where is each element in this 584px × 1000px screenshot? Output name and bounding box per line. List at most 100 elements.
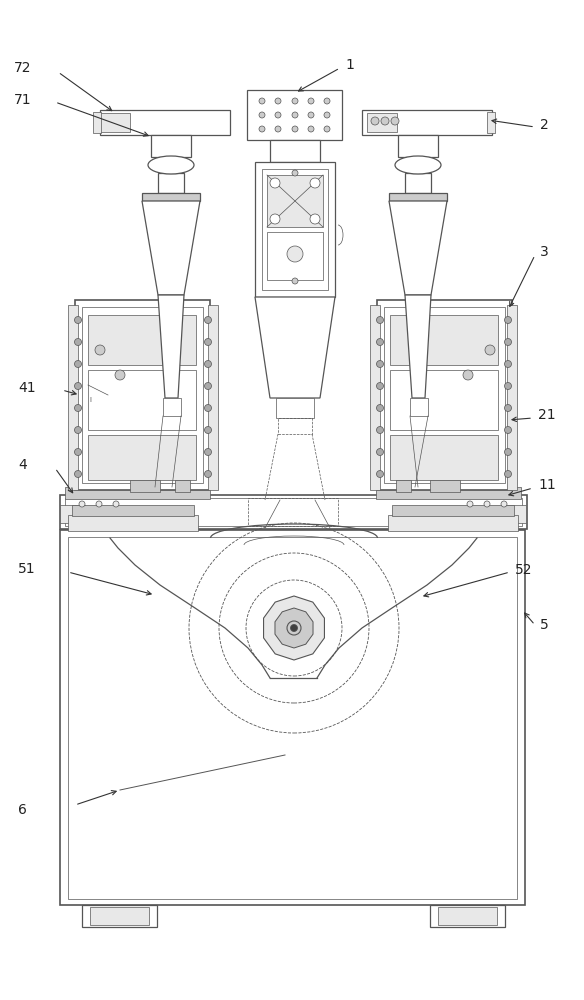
- Circle shape: [310, 214, 320, 224]
- Ellipse shape: [148, 156, 194, 174]
- Bar: [72, 505, 194, 516]
- Bar: [367, 113, 397, 132]
- Text: 2: 2: [540, 118, 549, 132]
- Circle shape: [204, 360, 211, 367]
- Text: I: I: [89, 397, 91, 403]
- Circle shape: [505, 404, 512, 412]
- Circle shape: [204, 448, 211, 456]
- Polygon shape: [405, 295, 431, 398]
- Circle shape: [270, 178, 280, 188]
- Bar: [142, 193, 200, 201]
- Circle shape: [505, 338, 512, 346]
- Circle shape: [275, 98, 281, 104]
- Bar: [390, 315, 498, 365]
- Bar: [247, 90, 342, 140]
- Text: 41: 41: [18, 381, 36, 395]
- Circle shape: [377, 404, 384, 412]
- Bar: [390, 435, 498, 480]
- Circle shape: [505, 316, 512, 324]
- Circle shape: [75, 360, 82, 367]
- Bar: [396, 480, 411, 492]
- Bar: [151, 135, 191, 157]
- Circle shape: [115, 370, 125, 380]
- Text: 5: 5: [540, 618, 549, 632]
- Circle shape: [275, 126, 281, 132]
- Bar: [278, 418, 312, 434]
- Circle shape: [79, 501, 85, 507]
- Circle shape: [505, 382, 512, 389]
- Circle shape: [377, 382, 384, 389]
- Circle shape: [270, 214, 280, 224]
- Circle shape: [204, 316, 211, 324]
- Circle shape: [292, 98, 298, 104]
- Bar: [248, 498, 338, 526]
- Text: 3: 3: [540, 245, 549, 259]
- Circle shape: [308, 98, 314, 104]
- Circle shape: [95, 345, 105, 355]
- Bar: [60, 530, 525, 905]
- Bar: [60, 505, 85, 523]
- Circle shape: [113, 501, 119, 507]
- Bar: [60, 495, 527, 529]
- Bar: [362, 110, 492, 135]
- Circle shape: [377, 448, 384, 456]
- Bar: [82, 307, 203, 483]
- Bar: [75, 300, 210, 490]
- Bar: [410, 398, 428, 416]
- Circle shape: [308, 112, 314, 118]
- Bar: [208, 305, 218, 490]
- Bar: [398, 135, 438, 157]
- Circle shape: [204, 471, 211, 478]
- Text: 6: 6: [18, 803, 27, 817]
- Bar: [88, 435, 196, 480]
- Text: 72: 72: [14, 61, 32, 75]
- Bar: [438, 907, 497, 925]
- Bar: [370, 305, 380, 490]
- Bar: [82, 905, 157, 927]
- Circle shape: [371, 117, 379, 125]
- Bar: [384, 307, 505, 483]
- Bar: [158, 173, 184, 193]
- Circle shape: [290, 624, 297, 632]
- Circle shape: [324, 98, 330, 104]
- Circle shape: [505, 448, 512, 456]
- Bar: [507, 305, 517, 490]
- Circle shape: [463, 370, 473, 380]
- Bar: [430, 480, 460, 492]
- Circle shape: [324, 126, 330, 132]
- Text: 51: 51: [18, 562, 36, 576]
- Circle shape: [259, 126, 265, 132]
- Circle shape: [324, 112, 330, 118]
- Circle shape: [204, 426, 211, 434]
- Circle shape: [292, 112, 298, 118]
- Polygon shape: [275, 608, 313, 648]
- Circle shape: [75, 471, 82, 478]
- Bar: [65, 487, 210, 499]
- Bar: [88, 370, 196, 430]
- Bar: [90, 907, 149, 925]
- Circle shape: [75, 448, 82, 456]
- Bar: [262, 169, 328, 290]
- Circle shape: [259, 98, 265, 104]
- Circle shape: [391, 117, 399, 125]
- Circle shape: [204, 382, 211, 389]
- Polygon shape: [263, 596, 325, 660]
- Bar: [377, 300, 512, 490]
- Polygon shape: [142, 201, 200, 295]
- Circle shape: [377, 338, 384, 346]
- Bar: [270, 140, 320, 162]
- Circle shape: [505, 360, 512, 367]
- Polygon shape: [255, 297, 335, 398]
- Circle shape: [96, 501, 102, 507]
- Circle shape: [485, 345, 495, 355]
- Text: 52: 52: [515, 563, 533, 577]
- Circle shape: [308, 126, 314, 132]
- Circle shape: [259, 112, 265, 118]
- Bar: [405, 173, 431, 193]
- Text: 21: 21: [538, 408, 555, 422]
- Circle shape: [275, 112, 281, 118]
- Circle shape: [75, 382, 82, 389]
- Bar: [430, 905, 505, 927]
- Bar: [487, 112, 495, 133]
- Bar: [255, 162, 335, 297]
